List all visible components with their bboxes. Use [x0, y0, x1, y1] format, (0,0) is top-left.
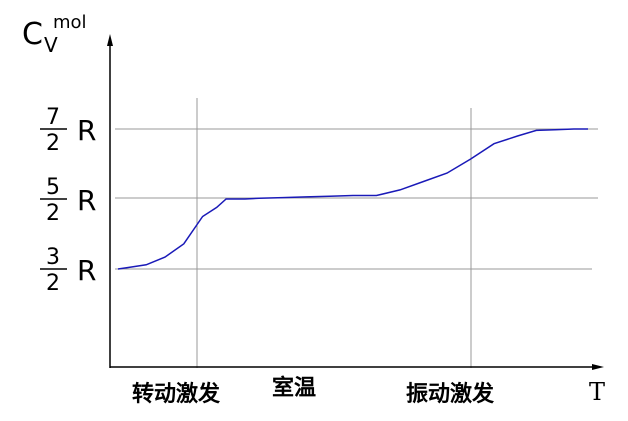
- y-tick-numerator: 3: [46, 245, 60, 270]
- y-tick-denominator: 2: [46, 271, 60, 296]
- y-tick-numerator: 5: [46, 175, 60, 200]
- y-label-sup: mol: [53, 12, 87, 33]
- y-tick-denominator: 2: [46, 201, 60, 226]
- region-label-rotational: 转动激发: [132, 381, 221, 407]
- y-tick-unit: R: [77, 184, 96, 217]
- region-label-room-temp: 室温: [272, 375, 316, 401]
- y-tick-unit: R: [77, 254, 96, 287]
- region-label-vibrational: 振动激发: [406, 381, 495, 407]
- x-axis-arrow: [592, 364, 604, 370]
- x-axis-label: T: [589, 378, 605, 406]
- y-axis-arrow: [107, 34, 113, 46]
- y-tick-denominator: 2: [46, 131, 60, 156]
- y-tick-numerator: 7: [46, 105, 60, 130]
- series-line: [117, 128, 588, 270]
- y-label-sub: V: [44, 33, 58, 57]
- y-label-main: C: [22, 17, 43, 52]
- y-axis-label: C mol V: [22, 12, 87, 57]
- y-tick-unit: R: [77, 114, 96, 147]
